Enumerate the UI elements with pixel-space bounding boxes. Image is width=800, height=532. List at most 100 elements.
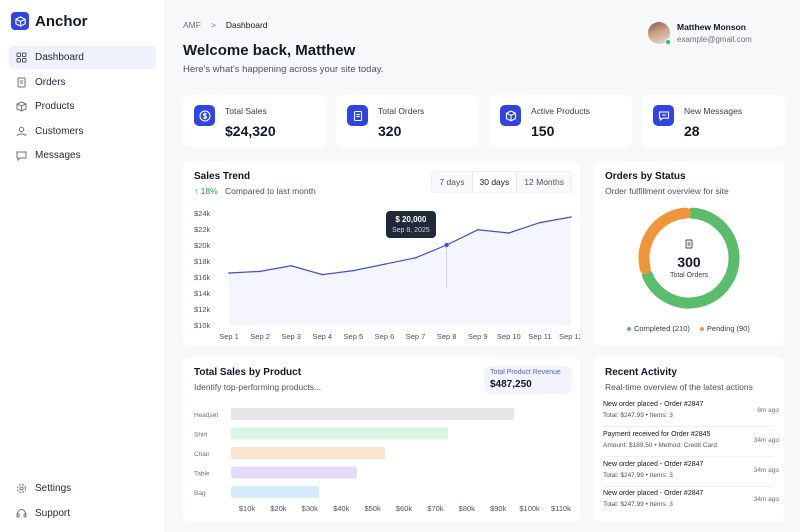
stat-value: $24,320 xyxy=(225,123,276,139)
y-tick-label: $12k xyxy=(194,305,211,314)
donut-legend: Completed (210) Pending (90) xyxy=(627,324,750,333)
sales-by-product-chart: Headset Shirt Chair Table Bag $10k $20k $30k $40… xyxy=(194,408,571,513)
data-point xyxy=(383,263,386,265)
x-tick-label: $40k xyxy=(333,504,350,513)
bar-label: Chair xyxy=(194,451,210,458)
sidebar-item-orders[interactable]: Orders xyxy=(9,71,156,94)
data-point xyxy=(352,269,355,272)
sidebar-item-products[interactable]: Products xyxy=(9,95,156,118)
bar xyxy=(231,447,386,459)
app-name: Anchor xyxy=(35,12,88,30)
legend-completed: Completed (210) xyxy=(627,324,690,333)
data-point xyxy=(414,257,417,259)
total-orders-label: Total Orders xyxy=(669,272,709,279)
activity-item[interactable]: New order placed - Order #2847 Total: $2… xyxy=(603,461,779,479)
sales-by-product-title: Total Sales by Product xyxy=(194,367,302,378)
total-revenue-label: Total Product Revenue xyxy=(490,369,561,376)
tab-7-days[interactable]: 7 days xyxy=(439,177,465,187)
activity-title: New order placed - Order #2847 xyxy=(603,461,704,468)
chat-icon xyxy=(16,150,27,161)
message-icon xyxy=(653,105,674,126)
online-status-dot xyxy=(665,39,671,45)
data-point xyxy=(290,265,292,267)
sidebar-item-support[interactable]: Support xyxy=(9,502,156,525)
x-tick-label: $70k xyxy=(427,504,444,513)
sidebar-item-label: Customers xyxy=(35,125,84,137)
x-tick-label: Sep 6 xyxy=(375,332,395,341)
sales-trend-title: Sales Trend xyxy=(194,171,251,182)
orders-status-subtitle: Order fulfillment overview for site xyxy=(605,186,729,196)
user-email: example@gmail.com xyxy=(677,35,752,44)
user-name: Matthew Monson xyxy=(677,22,746,32)
x-tick-label: Sep 1 xyxy=(219,332,239,341)
breadcrumb-current: Dashboard xyxy=(225,20,268,30)
sidebar-nav: Dashboard Orders Products Customers Mess… xyxy=(9,46,156,169)
sidebar-bottom: Settings Support xyxy=(9,477,156,526)
sidebar-item-label: Messages xyxy=(35,150,81,161)
x-tick-label: $50k xyxy=(364,504,381,513)
legend-dot xyxy=(699,327,704,332)
x-tick-label: Sep 12 xyxy=(559,332,580,341)
sidebar-item-label: Dashboard xyxy=(35,52,84,63)
activity-item[interactable]: New order placed - Order #2847 Total: $2… xyxy=(603,401,779,419)
x-tick-label: $100k xyxy=(519,504,540,513)
total-revenue-pill: Total Product Revenue $487,250 xyxy=(484,366,572,394)
bar-label: Bag xyxy=(194,490,206,497)
stat-value: 320 xyxy=(378,123,402,139)
logo[interactable]: Anchor xyxy=(11,12,88,30)
bar-label: Headset xyxy=(194,412,218,419)
data-point xyxy=(570,216,572,218)
sidebar-item-label: Settings xyxy=(35,483,72,494)
receipt-icon xyxy=(684,239,694,249)
change-text: Compared to last month xyxy=(225,186,316,196)
y-tick-label: $10k xyxy=(194,321,211,330)
chart-tooltip: $ 20,000 Sep 8, 2025 xyxy=(386,211,436,238)
stat-value: 150 xyxy=(531,123,555,139)
stat-label: New Messages xyxy=(684,106,743,116)
sales-trend-chart: $10k $12k $14k $16k $18k $20k $22k $24k Sep 1 Sep… xyxy=(194,209,580,341)
tab-12-months[interactable]: 12 Months xyxy=(524,177,564,187)
donut-slice-completed xyxy=(641,207,740,309)
bar xyxy=(231,486,320,498)
x-tick-label: $80k xyxy=(459,504,476,513)
x-tick-label: Sep 9 xyxy=(468,332,488,341)
sidebar-item-settings[interactable]: Settings xyxy=(9,477,156,500)
x-tick-label: $110k xyxy=(551,504,571,513)
box-icon xyxy=(16,101,27,112)
x-tick-label: Sep 11 xyxy=(528,332,551,341)
hover-point xyxy=(444,242,449,248)
activity-time: 34m ago xyxy=(753,437,779,444)
activity-time: 34m ago xyxy=(753,496,779,503)
activity-item[interactable]: New order placed - Order #2847 Total: $2… xyxy=(603,490,779,508)
orders-status-title: Orders by Status xyxy=(605,171,686,182)
breadcrumb: AMF > Dashboard xyxy=(183,20,268,30)
x-tick-label: $10k xyxy=(239,504,256,513)
x-tick-label: Sep 3 xyxy=(281,332,301,341)
activity-meta: Total: $247.99 • Items: 3 xyxy=(603,412,673,419)
y-tick-label: $16k xyxy=(194,273,211,282)
sidebar-item-label: Support xyxy=(35,507,71,519)
bar xyxy=(231,427,448,440)
user-profile[interactable]: Matthew Monson example@gmail.com xyxy=(648,22,752,45)
stat-label: Total Sales xyxy=(225,106,267,116)
sidebar-item-customers[interactable]: Customers xyxy=(9,120,156,143)
y-tick-label: $18k xyxy=(194,257,211,266)
tooltip-value: $ 20,000 xyxy=(395,215,427,224)
clipboard-icon xyxy=(347,105,368,126)
activity-meta: Total: $247.99 • Items: 3 xyxy=(603,472,673,479)
activity-item[interactable]: Payment received for Order #2845 Amount:… xyxy=(603,431,779,449)
breadcrumb-root[interactable]: AMF xyxy=(183,20,201,30)
page-title: Welcome back, Matthew xyxy=(183,42,356,59)
activity-title: New order placed - Order #2847 xyxy=(603,490,704,497)
tab-30-days[interactable]: 30 days xyxy=(471,172,518,192)
recent-activity-title: Recent Activity xyxy=(605,367,677,378)
sidebar-item-label: Orders xyxy=(35,76,66,88)
data-point xyxy=(476,229,479,231)
sales-trend-card: Sales Trend ↑ 18% Compared to last month… xyxy=(183,161,580,346)
sidebar-item-messages[interactable]: Messages xyxy=(9,144,156,167)
legend-pending: Pending (90) xyxy=(699,324,750,333)
x-tick-label: $90k xyxy=(490,504,507,513)
recent-activity-card: Recent Activity Real-time overview of th… xyxy=(594,357,784,522)
sidebar-item-dashboard[interactable]: Dashboard xyxy=(9,46,156,69)
data-point xyxy=(539,221,541,224)
